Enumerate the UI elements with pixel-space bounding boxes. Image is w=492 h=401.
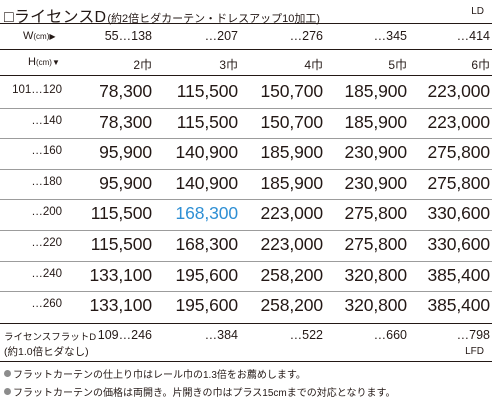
price-cell: 385,400 bbox=[427, 264, 490, 285]
price-cell: 115,500 bbox=[90, 234, 152, 254]
height-range: …240 bbox=[31, 267, 62, 280]
row-divider bbox=[0, 229, 492, 231]
width-row-rule bbox=[0, 49, 492, 50]
header-bottom-rule bbox=[0, 75, 492, 76]
price-cell: 133,100 bbox=[89, 295, 152, 316]
width-range: 55…138 bbox=[104, 29, 152, 43]
row-divider bbox=[0, 138, 492, 140]
row-divider bbox=[0, 260, 492, 262]
price-cell: 185,900 bbox=[344, 81, 407, 101]
note-item: フラットカーテンの価格は両開き。片開きの巾はプラス15cmまでの対応となります。 bbox=[4, 384, 395, 399]
height-range: …180 bbox=[31, 175, 62, 188]
price-cell: 185,900 bbox=[260, 172, 323, 193]
price-cell: 385,400 bbox=[427, 295, 490, 316]
price-cell: 275,800 bbox=[427, 172, 490, 193]
bullet-icon bbox=[4, 370, 11, 377]
price-cell: 185,900 bbox=[260, 142, 323, 163]
panel-count: 5巾 bbox=[388, 58, 407, 72]
price-cell: 168,300 bbox=[175, 203, 238, 224]
height-range: …160 bbox=[31, 145, 62, 158]
height-label: H bbox=[28, 56, 36, 68]
bullet-icon bbox=[4, 388, 11, 395]
width-header: W(cm)▶ bbox=[23, 30, 56, 42]
price-cell: 320,800 bbox=[344, 264, 407, 285]
flat-product-note: (約1.0倍ヒダなし) bbox=[4, 346, 89, 358]
price-cell: 223,000 bbox=[260, 203, 323, 224]
price-cell: 330,600 bbox=[427, 203, 490, 224]
height-range: …140 bbox=[31, 114, 62, 127]
height-header: H(cm)▼ bbox=[28, 56, 60, 68]
price-cell: 195,600 bbox=[175, 264, 238, 285]
height-range: …260 bbox=[31, 298, 62, 311]
height-arrow-icon: ▼ bbox=[51, 58, 60, 67]
table-bottom-rule bbox=[0, 361, 492, 362]
flat-width-range: …522 bbox=[289, 328, 323, 342]
price-cell: 115,500 bbox=[176, 81, 238, 101]
price-table-title: □ライセンスD (約2倍ヒダカーテン・ドレスアップ10加工) bbox=[4, 3, 320, 26]
note-text: フラットカーテンの仕上り巾はレール巾の1.3倍をお薦めします。 bbox=[13, 370, 306, 381]
price-cell: 320,800 bbox=[344, 295, 407, 316]
row-divider bbox=[0, 199, 492, 201]
price-cell: 140,900 bbox=[175, 172, 238, 193]
width-range: …345 bbox=[373, 29, 407, 43]
price-cell: 258,200 bbox=[260, 264, 323, 285]
price-cell: 78,300 bbox=[99, 81, 152, 101]
product-description: (約2倍ヒダカーテン・ドレスアップ10加工) bbox=[107, 13, 320, 25]
price-cell: 133,100 bbox=[89, 264, 152, 285]
price-cell: 150,700 bbox=[260, 111, 323, 132]
price-cell: 95,900 bbox=[99, 142, 152, 163]
flat-top-rule bbox=[0, 323, 492, 324]
price-cell: 330,600 bbox=[427, 234, 490, 254]
panel-count: 3巾 bbox=[219, 58, 238, 72]
row-divider bbox=[0, 107, 492, 109]
price-cell: 275,800 bbox=[344, 234, 407, 254]
price-cell: 275,800 bbox=[427, 142, 490, 163]
flat-product-code: LFD bbox=[465, 346, 484, 357]
row-divider bbox=[0, 291, 492, 293]
width-label: W bbox=[23, 30, 34, 42]
row-divider bbox=[0, 168, 492, 170]
width-arrow-icon: ▶ bbox=[49, 32, 56, 41]
price-cell: 195,600 bbox=[175, 295, 238, 316]
price-cell: 185,900 bbox=[344, 111, 407, 132]
height-range: …200 bbox=[31, 206, 62, 219]
price-cell: 258,200 bbox=[260, 295, 323, 316]
flat-width-range: …798 bbox=[456, 328, 490, 342]
price-cell: 168,300 bbox=[175, 234, 238, 254]
price-cell: 150,700 bbox=[260, 81, 323, 101]
flat-width-range: …660 bbox=[373, 328, 407, 342]
flat-width-range: 109…246 bbox=[97, 328, 152, 342]
product-code: LD bbox=[471, 6, 484, 17]
price-cell: 223,000 bbox=[260, 234, 323, 254]
height-range: 101…120 bbox=[12, 84, 62, 96]
width-range: …276 bbox=[289, 29, 323, 43]
price-cell: 230,900 bbox=[344, 142, 407, 163]
panel-count: 4巾 bbox=[304, 58, 323, 72]
height-range: …220 bbox=[31, 237, 62, 249]
price-cell: 78,300 bbox=[99, 111, 152, 132]
price-cell: 115,500 bbox=[176, 111, 238, 132]
price-cell: 95,900 bbox=[99, 172, 152, 193]
top-rule bbox=[0, 23, 492, 24]
flat-width-range: …384 bbox=[204, 328, 238, 342]
height-unit: (cm) bbox=[35, 58, 52, 67]
price-cell: 223,000 bbox=[427, 81, 490, 101]
price-cell: 140,900 bbox=[175, 142, 238, 163]
width-range: …414 bbox=[456, 29, 490, 43]
price-cell: 223,000 bbox=[427, 111, 490, 132]
panel-count: 2巾 bbox=[133, 58, 152, 72]
width-range: …207 bbox=[204, 29, 238, 43]
product-name: □ライセンスD bbox=[4, 9, 107, 26]
price-cell: 275,800 bbox=[344, 203, 407, 224]
flat-product-name: ライセンスフラットD bbox=[4, 332, 97, 343]
note-item: フラットカーテンの仕上り巾はレール巾の1.3倍をお薦めします。 bbox=[4, 366, 306, 381]
width-unit: (cm) bbox=[33, 32, 50, 41]
price-cell: 230,900 bbox=[344, 172, 407, 193]
panel-count: 6巾 bbox=[471, 58, 490, 72]
price-cell: 115,500 bbox=[90, 203, 152, 224]
note-text: フラットカーテンの価格は両開き。片開きの巾はプラス15cmまでの対応となります。 bbox=[13, 388, 396, 399]
